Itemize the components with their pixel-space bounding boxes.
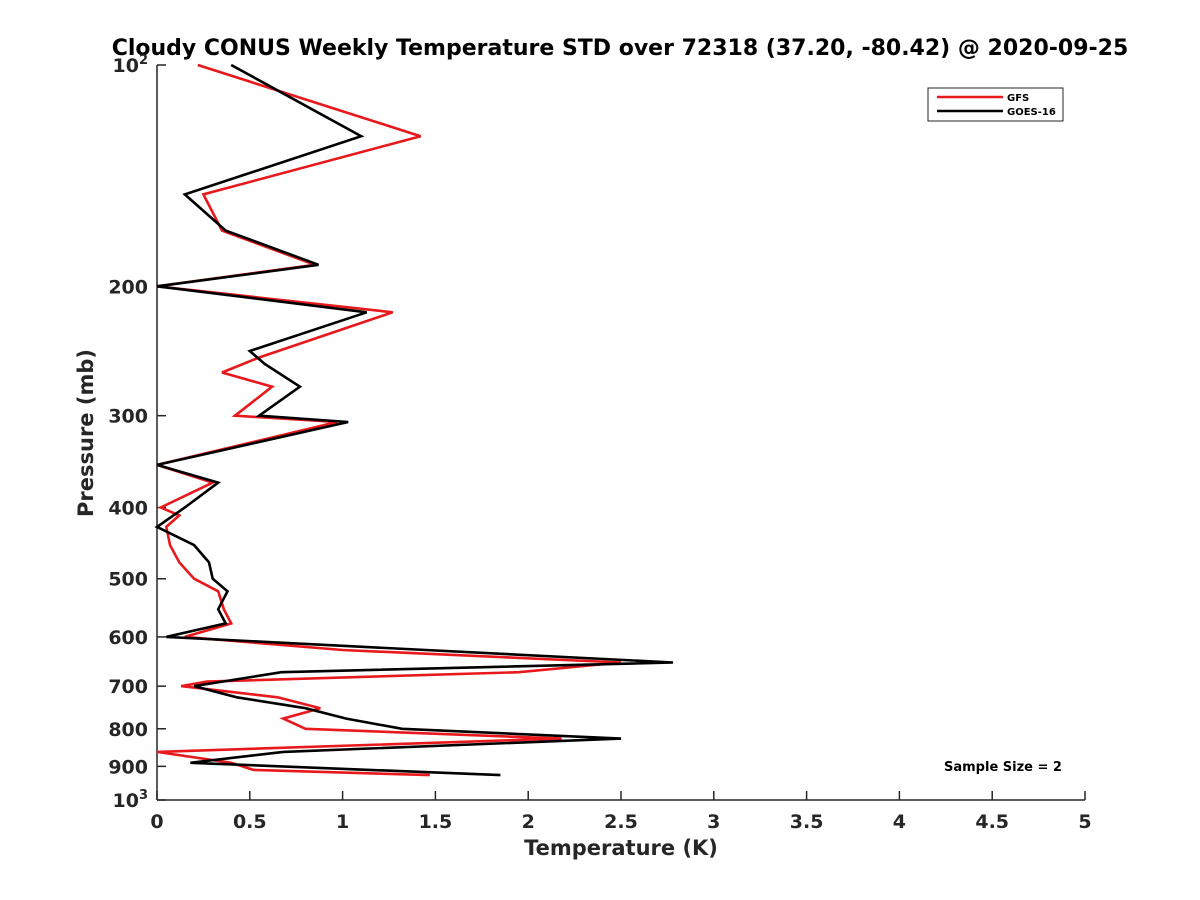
series-layer bbox=[154, 63, 674, 777]
y-tick-label: 700 bbox=[108, 676, 148, 698]
y-tick-label: 800 bbox=[108, 719, 148, 741]
x-tick-label: 0 bbox=[150, 811, 163, 833]
legend: GFS GOES-16 bbox=[927, 87, 1064, 122]
x-tick-label: 3.5 bbox=[790, 811, 824, 833]
x-tick-label: 2.5 bbox=[604, 811, 638, 833]
legend-box bbox=[927, 87, 1064, 122]
x-axis-label: Temperature (K) bbox=[524, 836, 718, 860]
y-tick-label: 400 bbox=[108, 498, 148, 520]
y-tick-label-base: 10 bbox=[113, 790, 139, 812]
y-tick-label: 200 bbox=[108, 276, 148, 298]
x-tick-label: 5 bbox=[1078, 811, 1091, 833]
x-tick-label: 4.5 bbox=[975, 811, 1009, 833]
x-tick-label: 0.5 bbox=[233, 811, 267, 833]
series-line-goes16 bbox=[154, 63, 674, 777]
x-tick-label: 4 bbox=[893, 811, 906, 833]
y-tick-label-exponent: 2 bbox=[139, 53, 148, 68]
legend-label-goes16: GOES-16 bbox=[1007, 107, 1056, 118]
series-line-gfs bbox=[156, 63, 622, 777]
x-tick-label: 3 bbox=[707, 811, 720, 833]
x-tick-label: 1.5 bbox=[419, 811, 453, 833]
y-axis-label: Pressure (mb) bbox=[74, 349, 98, 517]
x-tick-label: 2 bbox=[522, 811, 535, 833]
y-tick-label: 102 bbox=[113, 53, 149, 77]
x-tick-label: 1 bbox=[336, 811, 349, 833]
x-axis-ticks: 0 0.5 1 1.5 2 2.5 3 3.5 4 4.5 5 bbox=[150, 791, 1092, 833]
sample-size-annotation: Sample Size = 2 bbox=[944, 760, 1062, 775]
legend-label-gfs: GFS bbox=[1007, 93, 1029, 104]
y-tick-label: 600 bbox=[108, 627, 148, 649]
y-tick-label: 500 bbox=[108, 569, 148, 591]
y-tick-label-exponent: 3 bbox=[139, 788, 148, 803]
y-tick-label-base: 10 bbox=[113, 55, 139, 77]
y-tick-label: 900 bbox=[108, 756, 148, 778]
y-tick-label: 103 bbox=[113, 788, 149, 812]
y-tick-label: 300 bbox=[108, 406, 148, 428]
chart-title: Cloudy CONUS Weekly Temperature STD over… bbox=[112, 36, 1129, 61]
